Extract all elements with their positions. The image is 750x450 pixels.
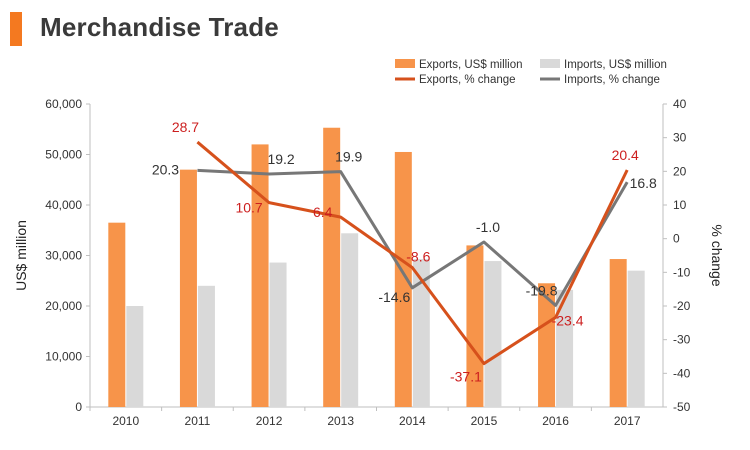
exports-change-label: 10.7 bbox=[235, 200, 262, 216]
legend-imports-bar-swatch bbox=[540, 59, 560, 68]
x-tick-label: 2012 bbox=[256, 414, 283, 428]
imports-change-label: -19.8 bbox=[526, 282, 558, 298]
y2-tick-label: -50 bbox=[673, 400, 691, 414]
imports-change-label: -14.6 bbox=[378, 289, 410, 305]
exports-change-label: 28.7 bbox=[172, 119, 199, 135]
y2-tick-label: -10 bbox=[673, 265, 691, 279]
imports-change-line bbox=[197, 168, 629, 307]
exports-bar bbox=[609, 259, 627, 407]
y2-tick-label: -40 bbox=[673, 366, 691, 380]
x-tick-label: 2015 bbox=[471, 414, 498, 428]
exports-change-label: 20.4 bbox=[612, 147, 639, 163]
x-tick-label: 2014 bbox=[399, 414, 426, 428]
imports-bar bbox=[556, 289, 574, 407]
y-tick-label: 40,000 bbox=[45, 198, 82, 212]
y2-tick-label: 30 bbox=[673, 131, 687, 145]
y-tick-label: 20,000 bbox=[45, 299, 82, 313]
exports-bar bbox=[323, 127, 341, 408]
imports-bar bbox=[126, 306, 144, 407]
exports-change-label: -8.6 bbox=[406, 249, 430, 265]
x-tick-label: 2010 bbox=[112, 414, 139, 428]
y2-tick-label: 0 bbox=[673, 232, 680, 246]
imports-bar bbox=[197, 285, 215, 407]
imports-change-label: 20.3 bbox=[152, 161, 179, 177]
y-axis-title: US$ million bbox=[13, 220, 29, 291]
exports-change-line bbox=[196, 140, 629, 366]
y-tick-label: 50,000 bbox=[45, 148, 82, 162]
x-tick-label: 2011 bbox=[185, 414, 211, 428]
exports-bar bbox=[251, 144, 269, 407]
exports-bar bbox=[394, 151, 412, 407]
imports-bar bbox=[484, 261, 502, 407]
imports-bar bbox=[341, 233, 359, 407]
legend-exports-line-label: Exports, % change bbox=[419, 74, 516, 86]
imports-bar bbox=[627, 270, 645, 407]
x-tick-label: 2013 bbox=[327, 414, 354, 428]
legend-exports-bar-label: Exports, US$ million bbox=[419, 59, 523, 71]
x-tick-label: 2017 bbox=[614, 414, 641, 428]
exports-bar bbox=[538, 283, 556, 407]
y-tick-label: 30,000 bbox=[45, 249, 82, 263]
y2-tick-label: -20 bbox=[673, 299, 691, 313]
exports-bar bbox=[108, 222, 126, 407]
exports-change-label: -23.4 bbox=[552, 312, 584, 328]
legend-imports-line-label: Imports, % change bbox=[564, 74, 660, 86]
exports-change-label: -37.1 bbox=[450, 369, 482, 385]
y2-tick-label: 40 bbox=[673, 97, 687, 111]
imports-change-label: 19.9 bbox=[335, 149, 362, 165]
imports-bar bbox=[269, 262, 287, 407]
imports-change-label: 16.8 bbox=[630, 175, 657, 191]
title-accent-bar bbox=[10, 12, 22, 46]
imports-bar bbox=[412, 259, 430, 407]
exports-bar bbox=[179, 169, 197, 407]
imports-change-label: 19.2 bbox=[267, 151, 294, 167]
legend-imports-bar-label: Imports, US$ million bbox=[564, 59, 667, 71]
y2-tick-label: 20 bbox=[673, 164, 687, 178]
page-title: Merchandise Trade bbox=[40, 12, 279, 42]
y2-tick-label: 10 bbox=[673, 198, 687, 212]
y2-axis-title: % change bbox=[709, 224, 725, 286]
exports-bar bbox=[466, 245, 484, 407]
x-tick-label: 2016 bbox=[542, 414, 569, 428]
y-tick-label: 10,000 bbox=[45, 350, 82, 364]
y2-tick-label: -30 bbox=[673, 333, 691, 347]
legend-exports-bar-swatch bbox=[395, 59, 415, 68]
exports-change-label: 6.4 bbox=[313, 204, 333, 220]
y-tick-label: 60,000 bbox=[45, 97, 82, 111]
y-tick-label: 0 bbox=[75, 400, 82, 414]
imports-change-label: -1.0 bbox=[476, 219, 500, 235]
